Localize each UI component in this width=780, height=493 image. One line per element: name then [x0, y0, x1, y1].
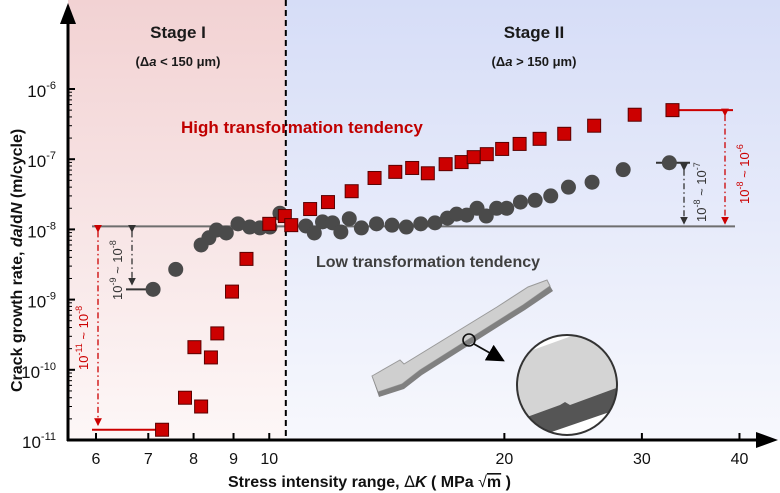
x-tick-label: 6 [92, 451, 101, 468]
low-transformation-point [584, 174, 600, 190]
specimen-icon [371, 279, 618, 436]
low-transformation-label: Low transformation tendency [316, 254, 540, 271]
low-transformation-point [333, 224, 349, 240]
y-axis-title: Crack growth rate, da/dN (m/cycle) [9, 129, 26, 392]
low-transformation-point [499, 200, 515, 216]
low-transformation-point [145, 281, 161, 297]
high-transformation-point [627, 107, 642, 122]
high-transformation-point [225, 284, 240, 299]
low-transformation-point [543, 188, 559, 204]
y-tick-label: 10-10 [21, 361, 56, 382]
y-tick-label: 10-8 [27, 220, 56, 241]
high-transformation-point [466, 150, 481, 165]
x-tick-label: 20 [495, 451, 513, 468]
low-transformation-point [168, 261, 184, 277]
low-transformation-point [306, 225, 322, 241]
high-transformation-point [344, 184, 359, 199]
low-transformation-point [218, 225, 234, 241]
stage-1-title: Stage I [150, 23, 206, 42]
stage2-red-range-label: 10-8 ~ 10-6 [735, 144, 752, 204]
x-ticks: 6 7 8 9 10 20 30 40 [92, 433, 749, 468]
y-ticks: 10-11 10-10 10-9 10-8 10-7 10-6 [21, 80, 75, 452]
stage-1-subtitle: (Δa < 150 μm) [136, 54, 221, 69]
low-transformation-point [427, 215, 443, 231]
high-transformation-point [210, 326, 225, 341]
stage-2-subtitle: (Δa > 150 μm) [492, 54, 577, 69]
high-transformation-point [420, 166, 435, 181]
low-transformation-point [353, 220, 369, 236]
x-axis-arrow-icon [756, 432, 778, 448]
low-transformation-point [341, 211, 357, 227]
x-tick-label: 9 [229, 451, 238, 468]
high-transformation-label: High transformation tendency [181, 118, 423, 137]
high-transformation-point [405, 160, 420, 175]
x-tick-label: 8 [189, 451, 198, 468]
low-transformation-point [398, 219, 414, 235]
low-transformation-point [512, 194, 528, 210]
high-transformation-point [438, 157, 453, 172]
high-transformation-point [320, 195, 335, 210]
y-minor-ticks [68, 91, 72, 420]
low-transformation-point [527, 192, 543, 208]
high-transformation-point [454, 155, 469, 170]
high-transformation-point [177, 390, 192, 405]
high-transformation-point [284, 218, 299, 233]
high-transformation-point [239, 251, 254, 266]
x-tick-label: 7 [144, 451, 153, 468]
y-tick-label: 10-6 [27, 80, 56, 101]
stage-2-title: Stage II [504, 23, 564, 42]
high-transformation-point [512, 136, 527, 151]
x-tick-label: 10 [260, 451, 278, 468]
high-transformation-point [557, 126, 572, 141]
stage1-red-range-label: 10-11 ~ 10-8 [74, 306, 91, 370]
low-transformation-point [413, 216, 429, 232]
magnify-source-circle [462, 333, 476, 347]
low-transformation-point [478, 208, 494, 224]
low-transformation-point [560, 179, 576, 195]
high-transformation-point [187, 340, 202, 355]
y-tick-label: 10-11 [22, 431, 56, 452]
y-axis-arrow-icon [60, 3, 76, 24]
high-transformation-point [303, 202, 318, 217]
high-transformation-point [262, 216, 277, 231]
stage2-gray-range-label: 10-8 ~ 10-7 [692, 162, 709, 222]
stage1-gray-range-label: 10-9 ~ 10-8 [108, 240, 125, 300]
x-axis-title: Stress intensity range, ΔK ( MPa √m ) [228, 472, 511, 491]
series-low-transformation [145, 155, 677, 297]
high-transformation-point [155, 422, 170, 437]
y-tick-label: 10-7 [27, 150, 56, 171]
low-transformation-point [661, 155, 677, 171]
high-transformation-point [388, 164, 403, 179]
high-transformation-point [665, 103, 680, 118]
x-tick-label: 40 [731, 451, 749, 468]
low-transformation-point [384, 217, 400, 233]
high-transformation-point [194, 399, 209, 414]
high-transformation-point [587, 118, 602, 133]
x-tick-label: 30 [633, 451, 651, 468]
high-transformation-point [203, 350, 218, 365]
series-high-transformation [155, 103, 680, 437]
y-tick-label: 10-9 [27, 291, 56, 312]
high-transformation-point [532, 131, 547, 146]
high-transformation-point [367, 170, 382, 185]
low-transformation-point [230, 216, 246, 232]
range-annotations: 10-11 ~ 10-8 10-9 ~ 10-8 10-8 ~ 10-7 10-8 ~… [74, 108, 752, 431]
low-transformation-point [369, 216, 385, 232]
high-transformation-point [479, 147, 494, 162]
high-transformation-point [495, 141, 510, 156]
low-transformation-point [615, 162, 631, 178]
